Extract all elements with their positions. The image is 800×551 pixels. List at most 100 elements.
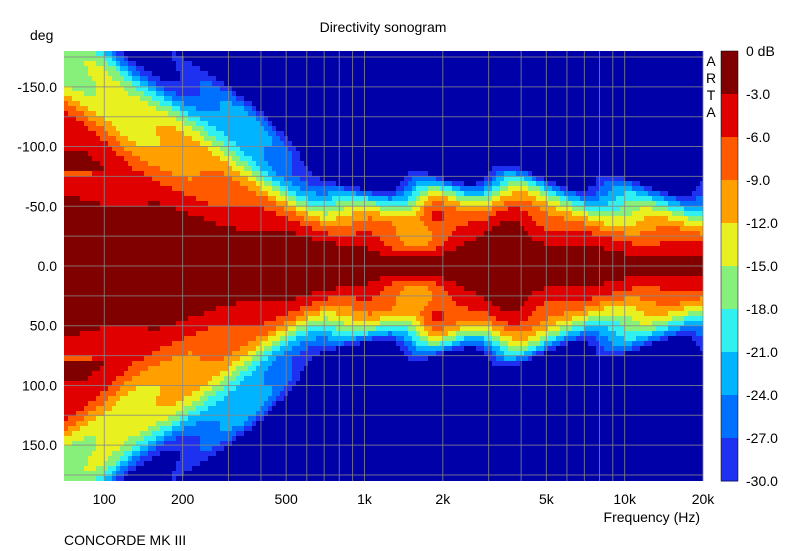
heatmap-cell	[120, 186, 125, 192]
heatmap-cell	[232, 381, 237, 387]
heatmap-cell	[156, 76, 161, 82]
heatmap-cell	[72, 126, 77, 132]
heatmap-cell	[248, 446, 253, 452]
heatmap-cell	[152, 106, 157, 112]
heatmap-cell	[80, 251, 85, 257]
heatmap-cell	[228, 91, 233, 97]
heatmap-cell	[292, 56, 297, 62]
heatmap-cell	[184, 211, 189, 217]
heatmap-cell	[72, 216, 77, 222]
heatmap-cell	[76, 441, 81, 447]
heatmap-cell	[248, 221, 253, 227]
heatmap-cell	[276, 396, 281, 402]
heatmap-cell	[68, 306, 73, 312]
heatmap-cell	[88, 456, 93, 462]
heatmap-cell	[232, 286, 237, 292]
heatmap-cell	[232, 306, 237, 312]
heatmap-cell	[252, 86, 257, 92]
heatmap-cell	[88, 106, 93, 112]
heatmap-cell	[228, 151, 233, 157]
heatmap-cell	[80, 136, 85, 142]
heatmap-cell	[160, 131, 165, 137]
heatmap-cell	[128, 201, 133, 207]
heatmap-cell	[88, 96, 93, 102]
heatmap-cell	[156, 321, 161, 327]
heatmap-cell	[212, 416, 217, 422]
heatmap-cell	[184, 301, 189, 307]
heatmap-cell	[92, 316, 97, 322]
heatmap-cell	[200, 321, 205, 327]
heatmap-cell	[152, 261, 157, 267]
heatmap-cell	[80, 246, 85, 252]
heatmap-cell	[244, 321, 249, 327]
heatmap-cell	[188, 361, 193, 367]
heatmap-cell	[80, 141, 85, 147]
heatmap-cell	[124, 141, 129, 147]
heatmap-cell	[212, 136, 217, 142]
heatmap-cell	[152, 96, 157, 102]
heatmap-cell	[280, 186, 285, 192]
heatmap-cell	[220, 96, 225, 102]
heatmap-cell	[80, 346, 85, 352]
heatmap-cell	[104, 66, 109, 72]
heatmap-cell	[228, 121, 233, 127]
heatmap-cell	[280, 471, 285, 477]
heatmap-cell	[172, 371, 177, 377]
heatmap-cell	[132, 51, 137, 57]
heatmap-cell	[252, 311, 257, 317]
heatmap-cell	[272, 366, 277, 372]
heatmap-cell	[264, 346, 269, 352]
heatmap-cell	[108, 81, 113, 87]
heatmap-cell	[148, 86, 153, 92]
heatmap-cell	[80, 321, 85, 327]
heatmap-cell	[116, 291, 121, 297]
heatmap-cell	[108, 316, 113, 322]
heatmap-cell	[188, 471, 193, 477]
heatmap-cell	[220, 351, 225, 357]
heatmap-cell	[248, 236, 253, 242]
heatmap-cell	[248, 286, 253, 292]
heatmap-cell	[100, 401, 105, 407]
heatmap-cell	[276, 351, 281, 357]
heatmap-cell	[256, 256, 261, 262]
heatmap-cell	[76, 201, 81, 207]
heatmap-cell	[68, 381, 73, 387]
heatmap-cell	[224, 151, 229, 157]
heatmap-cell	[252, 221, 257, 227]
heatmap-cell	[132, 321, 137, 327]
heatmap-cell	[188, 456, 193, 462]
heatmap-cell	[196, 246, 201, 252]
heatmap-cell	[152, 361, 157, 367]
heatmap-cell	[160, 286, 165, 292]
heatmap-cell	[216, 231, 221, 237]
heatmap-cell	[188, 86, 193, 92]
heatmap-cell	[232, 281, 237, 287]
heatmap-cell	[132, 61, 137, 67]
heatmap-cell	[164, 161, 169, 167]
heatmap-cell	[132, 461, 137, 467]
heatmap-cell	[280, 286, 285, 292]
heatmap-cell	[292, 451, 297, 457]
heatmap-cell	[164, 146, 169, 152]
heatmap-cell	[116, 261, 121, 267]
heatmap-cell	[220, 336, 225, 342]
heatmap-cell	[244, 346, 249, 352]
heatmap-cell	[248, 461, 253, 467]
heatmap-cell	[80, 396, 85, 402]
heatmap-cell	[108, 246, 113, 252]
heatmap-cell	[232, 81, 237, 87]
heatmap-cell	[128, 211, 133, 217]
heatmap-cell	[132, 151, 137, 157]
heatmap-cell	[128, 171, 133, 177]
heatmap-cell	[140, 246, 145, 252]
heatmap-cell	[104, 56, 109, 62]
heatmap-cell	[76, 66, 81, 72]
heatmap-cell	[64, 431, 69, 437]
heatmap-cell	[144, 136, 149, 142]
heatmap-cell	[200, 81, 205, 87]
heatmap-cell	[136, 276, 141, 282]
heatmap-cell	[124, 421, 129, 427]
heatmap-cell	[64, 196, 69, 202]
heatmap-cell	[104, 111, 109, 117]
heatmap-cell	[116, 66, 121, 72]
